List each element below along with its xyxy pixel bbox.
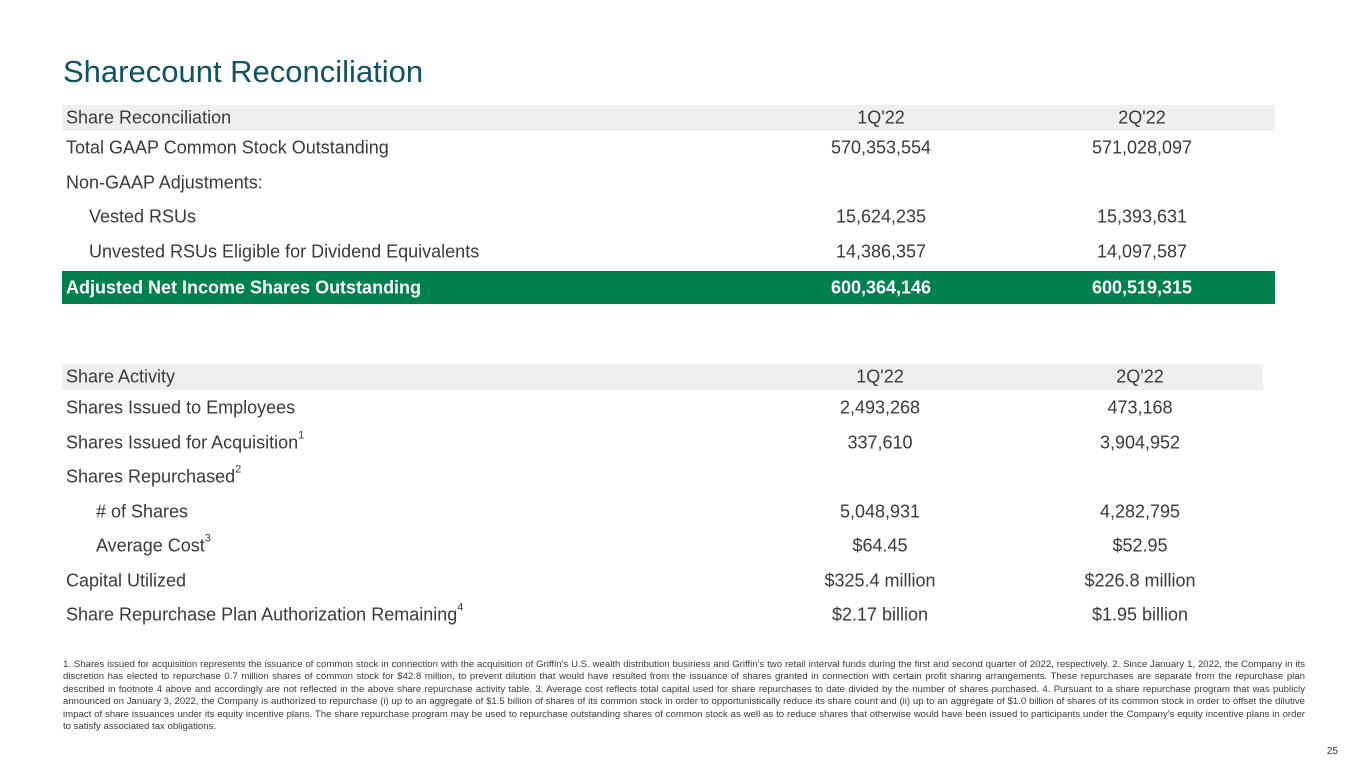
row-col1: 600,364,146: [830, 277, 932, 297]
row-label: Average Cost3: [96, 532, 211, 557]
row-label-text: Share Repurchase Plan Authorization Rema…: [66, 604, 458, 625]
row-col1: 2,493,268: [839, 397, 921, 418]
header-label: Share Activity: [66, 366, 176, 387]
header-col2: 2Q'22: [1118, 107, 1166, 128]
footnotes: 1. Shares issued for acquisition represe…: [63, 659, 1305, 733]
header-col1: 1Q'22: [857, 107, 905, 128]
row-label-text: Unvested RSUs Eligible for Dividend Equi…: [89, 241, 480, 262]
table-header: Share Reconciliation 1Q'22 2Q'22: [62, 105, 1275, 131]
row-col2: 14,097,587: [1096, 241, 1188, 262]
table-row: # of Shares 5,048,931 4,282,795: [62, 495, 1263, 530]
row-col2: $1.95 billion: [1091, 604, 1189, 625]
row-label-text: Total GAAP Common Stock Outstanding: [66, 137, 389, 158]
row-col1: $64.45: [852, 535, 908, 556]
row-label-text: Vested RSUs: [89, 206, 197, 227]
row-col2: 15,393,631: [1096, 206, 1188, 227]
row-label: Capital Utilized: [66, 570, 186, 591]
table-header: Share Activity 1Q'22 2Q'22: [62, 364, 1263, 390]
row-col1: $325.4 million: [824, 570, 936, 591]
row-label: Total GAAP Common Stock Outstanding: [66, 138, 389, 159]
row-label-text: Average Cost: [96, 535, 205, 556]
row-label: Vested RSUs: [89, 207, 196, 228]
row-label: Unvested RSUs Eligible for Dividend Equi…: [89, 241, 479, 262]
header-label: Share Reconciliation: [66, 107, 232, 128]
row-label: Shares Repurchased2: [66, 463, 242, 488]
footnote-ref: 3: [204, 532, 211, 545]
row-col2: 3,904,952: [1099, 432, 1181, 453]
row-col2: $226.8 million: [1084, 570, 1196, 591]
table-row: Capital Utilized $325.4 million $226.8 mil…: [62, 564, 1263, 599]
row-label: Shares Issued for Acquisition1: [66, 429, 305, 453]
row-col2: 571,028,097: [1091, 137, 1193, 158]
row-label: Share Repurchase Plan Authorization Rema…: [66, 601, 464, 626]
row-label-text: Shares Repurchased: [66, 466, 236, 487]
share-reconciliation-table: Share Reconciliation 1Q'22 2Q'22 Total G…: [62, 105, 1275, 304]
table-row: Vested RSUs 15,624,235 15,393,631: [62, 200, 1275, 235]
table-row: Non-GAAP Adjustments:: [62, 166, 1275, 201]
row-col1: 15,624,235: [835, 206, 927, 227]
row-label-text: Capital Utilized: [66, 570, 187, 591]
table-row: Shares Issued to Employees 2,493,268 473,1…: [62, 391, 1263, 426]
table-row: Shares Issued for Acquisition1 337,610 3,9…: [62, 426, 1263, 461]
footnote-ref: 4: [457, 601, 464, 614]
row-label-text: Shares Issued to Employees: [66, 397, 296, 418]
table-row: Average Cost3 $64.45 $52.95: [62, 529, 1263, 564]
row-col2: 4,282,795: [1099, 501, 1181, 522]
row-col1: $2.17 billion: [831, 604, 929, 625]
table-row: Unvested RSUs Eligible for Dividend Equi…: [62, 235, 1275, 270]
row-col1: 570,353,554: [830, 137, 932, 158]
table-row: Share Repurchase Plan Authorization Rema…: [62, 598, 1263, 633]
row-col1: 14,386,357: [835, 241, 927, 262]
share-activity-table: Share Activity 1Q'22 2Q'22 Shares Issued…: [62, 364, 1263, 633]
row-label: Shares Issued to Employees: [66, 398, 295, 419]
row-label-text: Shares Issued for Acquisition: [66, 432, 299, 453]
table-row: Shares Repurchased2: [62, 460, 1263, 495]
header-col1: 1Q'22: [856, 366, 904, 387]
row-col1: 337,610: [847, 432, 913, 453]
row-label: Non-GAAP Adjustments:: [66, 172, 263, 193]
footnote-ref: 2: [235, 463, 242, 476]
footnote-ref: 1: [298, 429, 305, 442]
row-label-text: # of Shares: [96, 501, 189, 522]
header-col2: 2Q'22: [1116, 366, 1164, 387]
row-col2: 600,519,315: [1091, 277, 1193, 297]
row-col2: $52.95: [1112, 535, 1168, 556]
row-label-text: Non-GAAP Adjustments:: [66, 172, 263, 193]
page-number: 25: [1326, 746, 1338, 757]
row-col2: 473,168: [1107, 397, 1173, 418]
total-row: Adjusted Net Income Shares Outstanding 6…: [62, 271, 1275, 304]
row-col1: 5,048,931: [839, 501, 921, 522]
row-label: # of Shares: [96, 501, 188, 522]
row-label: Adjusted Net Income Shares Outstanding: [66, 277, 422, 297]
table-row: Total GAAP Common Stock Outstanding 570,3…: [62, 131, 1275, 166]
page-title: Sharecount Reconciliation: [63, 54, 424, 89]
